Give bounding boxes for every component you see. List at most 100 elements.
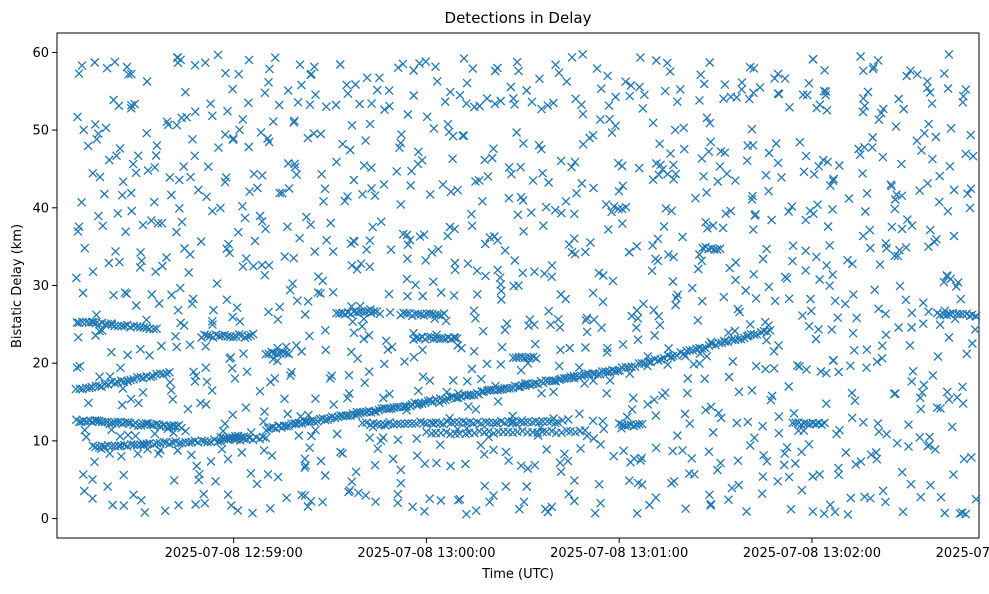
detection-marker xyxy=(618,181,628,191)
detection-marker xyxy=(569,496,579,506)
detection-marker xyxy=(696,70,706,80)
detection-marker xyxy=(590,508,600,518)
detection-marker xyxy=(468,64,478,74)
detection-marker xyxy=(450,429,460,439)
detection-marker xyxy=(814,161,824,171)
detection-marker xyxy=(614,418,624,428)
detection-marker xyxy=(380,420,390,430)
detection-marker xyxy=(865,243,875,253)
detection-marker xyxy=(919,128,929,138)
detection-marker xyxy=(561,294,571,304)
detection-marker xyxy=(716,458,726,468)
detection-marker xyxy=(892,190,902,200)
detection-marker xyxy=(873,418,883,428)
detection-marker xyxy=(96,444,106,454)
detection-marker xyxy=(289,117,299,127)
detection-marker xyxy=(896,159,906,169)
detection-marker xyxy=(466,390,476,400)
detection-marker xyxy=(546,320,556,330)
detection-marker xyxy=(432,330,442,340)
detection-marker xyxy=(270,53,280,63)
detection-marker xyxy=(352,407,362,417)
detection-marker xyxy=(353,354,363,364)
detection-marker xyxy=(512,128,522,137)
detection-marker xyxy=(802,365,811,375)
detection-marker xyxy=(806,306,816,316)
detection-marker xyxy=(715,161,725,171)
detection-marker xyxy=(378,433,388,443)
detection-marker xyxy=(320,415,330,425)
detection-marker xyxy=(109,290,119,300)
detection-marker xyxy=(582,431,592,441)
detection-marker xyxy=(897,467,907,477)
detection-marker xyxy=(720,80,730,90)
detection-marker xyxy=(119,440,129,450)
detection-marker xyxy=(815,275,825,284)
detection-marker xyxy=(275,302,285,312)
detection-marker xyxy=(169,475,179,485)
detection-marker xyxy=(88,474,97,484)
detection-marker xyxy=(966,184,976,194)
detection-marker xyxy=(311,90,320,100)
y-tick-label: 50 xyxy=(32,124,49,139)
detection-marker xyxy=(744,330,753,340)
detection-marker xyxy=(578,49,588,59)
detection-marker xyxy=(260,407,269,417)
detection-marker xyxy=(135,344,145,354)
detection-marker xyxy=(761,364,770,374)
detection-marker xyxy=(848,290,858,300)
detection-marker xyxy=(851,459,861,469)
detection-marker xyxy=(752,330,762,340)
detection-marker xyxy=(143,444,153,454)
detection-marker xyxy=(151,151,161,160)
detection-marker xyxy=(680,409,690,419)
detection-marker xyxy=(821,368,831,378)
detection-marker xyxy=(317,169,327,179)
detection-marker xyxy=(821,87,831,97)
detection-marker xyxy=(248,329,258,339)
detection-marker xyxy=(186,172,196,182)
detection-marker xyxy=(678,232,688,242)
detection-marker xyxy=(427,247,437,257)
detection-marker xyxy=(517,426,527,436)
detection-marker xyxy=(609,451,619,461)
detection-marker xyxy=(260,88,270,98)
detection-marker xyxy=(935,171,945,181)
detection-marker xyxy=(349,237,359,247)
detection-marker xyxy=(368,222,378,232)
detection-marker xyxy=(624,247,634,257)
detection-marker xyxy=(296,412,306,421)
detection-marker xyxy=(228,332,238,342)
detection-marker xyxy=(510,256,520,265)
detection-marker xyxy=(675,84,685,94)
detection-marker xyxy=(114,101,124,111)
detection-marker xyxy=(522,86,532,95)
detection-marker xyxy=(472,289,482,299)
detection-marker xyxy=(357,321,367,331)
detection-marker xyxy=(88,494,97,504)
detection-marker xyxy=(784,294,794,304)
detection-marker xyxy=(915,186,925,196)
detection-marker xyxy=(516,461,526,471)
detection-marker xyxy=(518,138,528,148)
detection-marker xyxy=(402,401,412,411)
detection-marker xyxy=(190,151,200,161)
detection-marker xyxy=(504,456,514,466)
detection-marker xyxy=(742,507,751,516)
detection-marker xyxy=(152,369,161,379)
detection-marker xyxy=(549,376,559,386)
detection-marker xyxy=(295,233,305,243)
detection-marker xyxy=(549,387,558,397)
detection-marker xyxy=(537,104,546,114)
detection-marker xyxy=(705,118,715,128)
detection-marker xyxy=(283,86,293,96)
detection-marker xyxy=(867,142,877,152)
detection-marker xyxy=(364,330,374,340)
detection-marker xyxy=(303,296,313,306)
detection-marker xyxy=(446,461,456,471)
detection-marker xyxy=(485,232,495,242)
detection-marker xyxy=(539,269,549,279)
detection-marker xyxy=(721,209,731,219)
detection-marker xyxy=(174,175,184,185)
detection-marker xyxy=(128,159,138,169)
